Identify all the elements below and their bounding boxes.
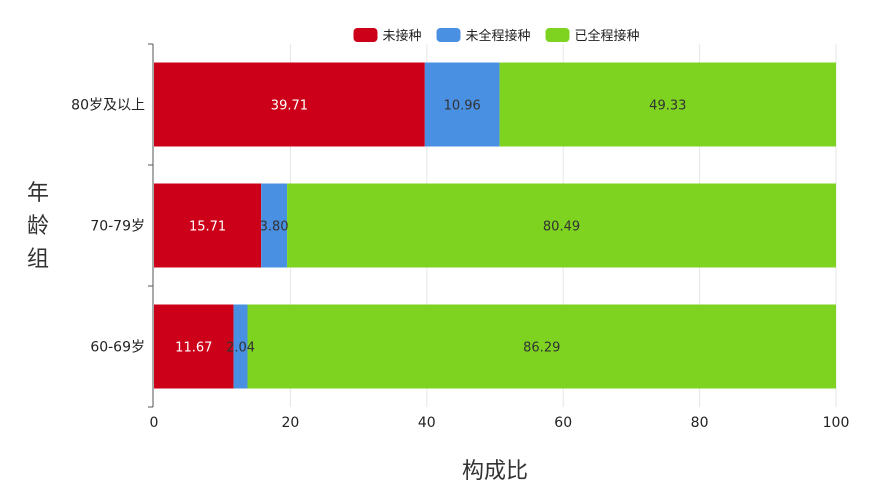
data-label: 10.96: [444, 99, 481, 114]
bar-segment[interactable]: [287, 183, 836, 268]
bar-segment[interactable]: [154, 304, 234, 389]
legend-label: 未全程接种: [466, 28, 531, 44]
data-label: 3.80: [260, 220, 289, 235]
data-label: 80.49: [543, 220, 580, 235]
legend[interactable]: 未接种 未全程接种 已全程接种: [353, 28, 640, 44]
bar-segment[interactable]: [247, 304, 836, 389]
tick-labels: 0 20 40 60 80 100 80岁及以上 70-79岁 60-69岁: [71, 43, 850, 431]
x-tick-label: 100: [823, 415, 850, 431]
legend-item[interactable]: 已全程接种: [545, 28, 640, 44]
y-category-label: 70-79岁: [90, 219, 145, 235]
bar-segment[interactable]: [261, 183, 288, 268]
legend-swatch: [545, 28, 570, 42]
y-category-label: 80岁及以上: [71, 98, 145, 114]
legend-swatch: [436, 28, 461, 42]
data-label: 86.29: [523, 341, 560, 356]
bar-segment[interactable]: [424, 62, 500, 147]
data-label: 39.71: [271, 99, 308, 114]
legend-item[interactable]: 未全程接种: [436, 28, 531, 44]
bar-segment[interactable]: [233, 304, 248, 389]
x-tick-label: 40: [418, 415, 436, 431]
y-axis-title: 年龄组: [27, 181, 49, 272]
legend-swatch: [353, 28, 378, 42]
data-labels: 39.71 10.96 49.33 15.71 3.80 80.49 11.67 2.04 86…: [175, 99, 686, 356]
bar-segment[interactable]: [499, 62, 836, 147]
data-label: 15.71: [189, 220, 226, 235]
bar-segment[interactable]: [154, 62, 425, 147]
data-label: 11.67: [175, 341, 212, 356]
data-label: 49.33: [649, 99, 686, 114]
x-tick-label: 20: [281, 415, 299, 431]
x-tick-label: 0: [150, 415, 159, 431]
x-tick-label: 60: [554, 415, 572, 431]
x-tick-label: 80: [691, 415, 709, 431]
bar-segment[interactable]: [154, 183, 262, 268]
bars: [154, 62, 836, 389]
legend-label: 未接种: [383, 28, 422, 44]
data-label: 2.04: [226, 341, 255, 356]
legend-item[interactable]: 未接种: [353, 28, 422, 44]
legend-label: 已全程接种: [575, 28, 640, 44]
x-axis-title: 构成比: [462, 459, 528, 484]
y-category-label: 60-69岁: [90, 340, 145, 356]
